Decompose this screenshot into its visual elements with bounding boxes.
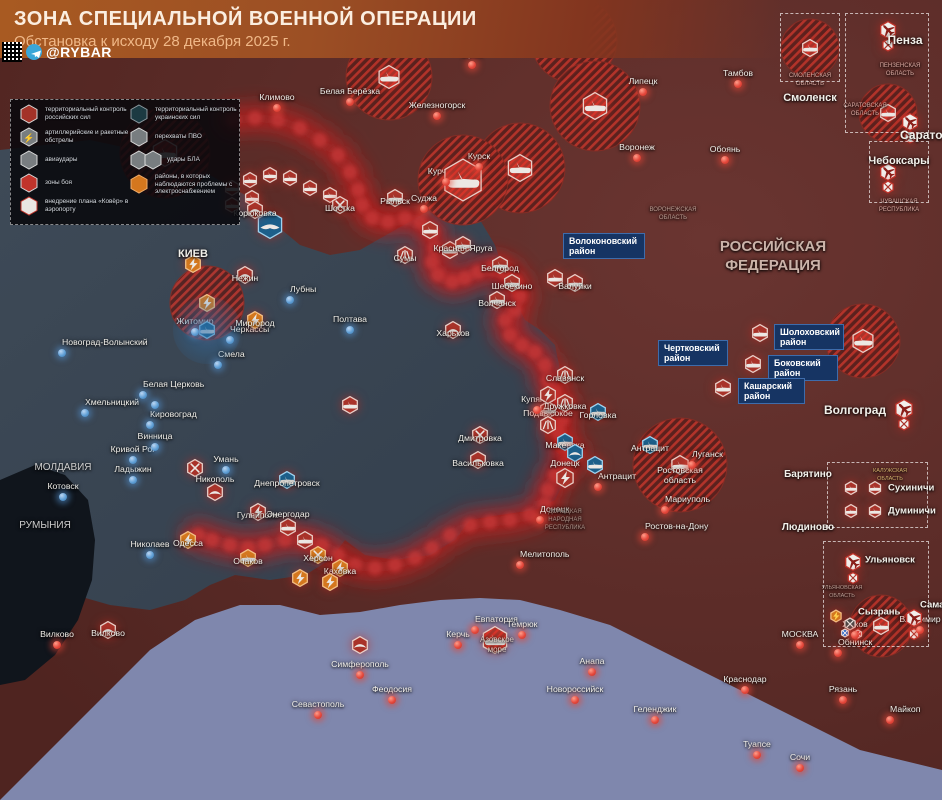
svg-text:⚡: ⚡ [23,132,34,144]
